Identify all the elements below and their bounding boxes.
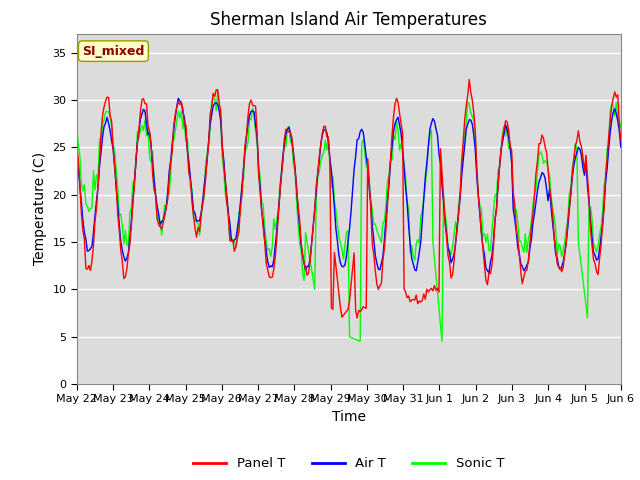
Sonic T bbox=[255, 161, 262, 167]
Air T bbox=[175, 96, 182, 101]
Panel T bbox=[235, 229, 243, 235]
Text: SI_mixed: SI_mixed bbox=[82, 45, 145, 58]
Air T bbox=[589, 249, 597, 255]
Air T bbox=[255, 168, 262, 174]
Panel T bbox=[465, 76, 473, 82]
Air T bbox=[312, 188, 320, 193]
Sonic T bbox=[312, 194, 320, 200]
Sonic T bbox=[589, 241, 597, 247]
Panel T bbox=[589, 257, 597, 263]
Air T bbox=[73, 150, 81, 156]
Sonic T bbox=[140, 128, 147, 133]
Panel T bbox=[353, 315, 361, 321]
Panel T bbox=[617, 137, 625, 143]
Sonic T bbox=[356, 338, 364, 344]
Air T bbox=[485, 270, 493, 276]
Sonic T bbox=[214, 88, 221, 94]
Sonic T bbox=[264, 247, 271, 253]
Panel T bbox=[253, 132, 261, 138]
Line: Panel T: Panel T bbox=[77, 79, 621, 318]
Title: Sherman Island Air Temperatures: Sherman Island Air Temperatures bbox=[211, 11, 487, 29]
Legend: Panel T, Air T, Sonic T: Panel T, Air T, Sonic T bbox=[188, 452, 509, 476]
Y-axis label: Temperature (C): Temperature (C) bbox=[33, 152, 47, 265]
Air T bbox=[264, 259, 271, 265]
Panel T bbox=[73, 144, 81, 150]
Air T bbox=[140, 107, 147, 112]
Sonic T bbox=[73, 126, 81, 132]
Sonic T bbox=[237, 213, 244, 219]
Air T bbox=[237, 199, 244, 205]
Panel T bbox=[311, 209, 319, 215]
Line: Sonic T: Sonic T bbox=[77, 91, 621, 341]
Line: Air T: Air T bbox=[77, 98, 621, 273]
Panel T bbox=[140, 96, 147, 102]
Panel T bbox=[262, 261, 270, 266]
Sonic T bbox=[617, 124, 625, 130]
Air T bbox=[617, 144, 625, 150]
X-axis label: Time: Time bbox=[332, 410, 366, 424]
